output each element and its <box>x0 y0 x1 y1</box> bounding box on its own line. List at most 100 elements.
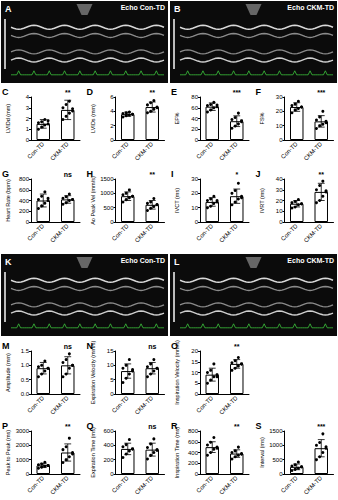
svg-text:10: 10 <box>191 370 198 376</box>
svg-text:Con-TD: Con-TD <box>195 222 215 242</box>
svg-text:CKM-TD: CKM-TD <box>134 140 155 161</box>
svg-text:500: 500 <box>103 205 114 211</box>
svg-text:Ao Peak Vel (mm/s): Ao Peak Vel (mm/s) <box>90 176 96 225</box>
svg-text:0: 0 <box>110 391 114 397</box>
svg-text:Con-TD: Con-TD <box>280 222 300 242</box>
svg-text:J: J <box>256 169 261 179</box>
svg-text:Con-TD: Con-TD <box>26 222 46 242</box>
svg-text:2: 2 <box>26 116 30 122</box>
svg-text:4: 4 <box>26 94 30 100</box>
svg-text:10: 10 <box>276 208 283 214</box>
svg-text:EF%: EF% <box>174 112 180 124</box>
svg-text:6: 6 <box>110 94 114 100</box>
svg-text:Con-TD: Con-TD <box>111 140 131 160</box>
svg-text:200: 200 <box>188 460 199 466</box>
svg-text:0: 0 <box>26 471 30 477</box>
svg-text:**: ** <box>150 171 156 178</box>
svg-text:Con-TD: Con-TD <box>26 474 46 494</box>
svg-text:Echo CKM-TD: Echo CKM-TD <box>287 4 334 11</box>
svg-text:Heart Rate (bpm): Heart Rate (bpm) <box>5 179 11 222</box>
svg-text:0: 0 <box>110 219 114 225</box>
svg-text:CKM-TD: CKM-TD <box>303 474 324 495</box>
svg-text:ns: ns <box>64 343 72 350</box>
svg-text:P: P <box>2 421 8 431</box>
svg-text:CKM-TD: CKM-TD <box>303 140 324 161</box>
svg-text:CKM-TD: CKM-TD <box>49 394 70 415</box>
svg-text:1500: 1500 <box>100 176 114 182</box>
svg-text:0: 0 <box>195 219 199 225</box>
svg-text:Expiration Time (ms): Expiration Time (ms) <box>90 427 96 478</box>
svg-text:20: 20 <box>276 108 283 114</box>
svg-text:O: O <box>171 341 178 351</box>
svg-text:ns: ns <box>64 171 72 178</box>
svg-text:CKM-TD: CKM-TD <box>218 222 239 243</box>
svg-text:CKM-TD: CKM-TD <box>134 394 155 415</box>
svg-text:10: 10 <box>191 205 198 211</box>
svg-text:60: 60 <box>191 105 198 111</box>
svg-text:C: C <box>2 87 9 97</box>
svg-text:0: 0 <box>279 137 283 143</box>
svg-text:Interval (ms): Interval (ms) <box>259 437 265 468</box>
svg-text:H: H <box>87 169 94 179</box>
svg-text:Con-TD: Con-TD <box>280 474 300 494</box>
svg-text:ns: ns <box>148 423 156 430</box>
svg-text:3000: 3000 <box>16 428 30 434</box>
svg-text:A: A <box>5 4 12 14</box>
svg-text:LVIDd (mm): LVIDd (mm) <box>5 104 11 133</box>
svg-text:20: 20 <box>276 198 283 204</box>
svg-text:0: 0 <box>110 137 114 143</box>
svg-text:**: ** <box>150 89 156 96</box>
svg-text:1: 1 <box>26 126 30 132</box>
svg-text:Q: Q <box>87 421 94 431</box>
svg-text:0: 0 <box>26 137 30 143</box>
svg-text:Con-TD: Con-TD <box>26 140 46 160</box>
svg-text:30: 30 <box>276 94 283 100</box>
svg-text:0: 0 <box>279 471 283 477</box>
svg-text:200: 200 <box>103 457 114 463</box>
svg-text:0: 0 <box>195 137 199 143</box>
svg-text:Con-TD: Con-TD <box>111 474 131 494</box>
svg-text:IVCT (ms): IVCT (ms) <box>174 188 180 213</box>
svg-text:CKM-TD: CKM-TD <box>218 140 239 161</box>
svg-text:CKM-TD: CKM-TD <box>134 222 155 243</box>
svg-text:600: 600 <box>188 439 199 445</box>
svg-text:3: 3 <box>26 105 30 111</box>
svg-text:80: 80 <box>191 94 198 100</box>
svg-text:IVRT (ms): IVRT (ms) <box>259 188 265 213</box>
svg-text:Con-TD: Con-TD <box>26 394 46 414</box>
svg-text:0.5: 0.5 <box>21 377 30 383</box>
svg-text:20: 20 <box>191 348 198 354</box>
svg-text:0: 0 <box>279 219 283 225</box>
svg-text:0.0: 0.0 <box>21 391 30 397</box>
svg-text:400: 400 <box>19 198 30 204</box>
svg-text:0: 0 <box>195 471 199 477</box>
svg-text:***: *** <box>233 89 241 96</box>
svg-text:Con-TD: Con-TD <box>280 140 300 160</box>
svg-text:**: ** <box>234 343 240 350</box>
svg-text:***: *** <box>317 89 325 96</box>
svg-text:CKM-TD: CKM-TD <box>49 474 70 495</box>
svg-text:S: S <box>256 421 262 431</box>
svg-text:B: B <box>174 4 181 14</box>
svg-text:10: 10 <box>276 123 283 129</box>
svg-text:Con-TD: Con-TD <box>111 394 131 414</box>
svg-text:40: 40 <box>276 176 283 182</box>
svg-text:15: 15 <box>191 359 198 365</box>
svg-text:CKM-TD: CKM-TD <box>49 140 70 161</box>
svg-text:Echo CKM-TD: Echo CKM-TD <box>287 257 334 264</box>
svg-text:0: 0 <box>110 471 114 477</box>
svg-text:K: K <box>5 257 12 267</box>
svg-text:**: ** <box>65 89 71 96</box>
svg-text:Peak to Peak (ms): Peak to Peak (ms) <box>5 430 11 475</box>
svg-text:1.5: 1.5 <box>21 348 30 354</box>
svg-text:**: ** <box>234 423 240 430</box>
svg-text:30: 30 <box>276 187 283 193</box>
svg-text:1500: 1500 <box>269 428 283 434</box>
svg-text:4: 4 <box>110 108 114 114</box>
svg-text:LVIDs (mm): LVIDs (mm) <box>90 104 96 133</box>
svg-text:Con-TD: Con-TD <box>195 140 215 160</box>
svg-text:500: 500 <box>272 457 283 463</box>
svg-text:CKM-TD: CKM-TD <box>218 474 239 495</box>
svg-text:Echo Con-TD: Echo Con-TD <box>121 257 165 264</box>
svg-text:Con-TD: Con-TD <box>111 222 131 242</box>
